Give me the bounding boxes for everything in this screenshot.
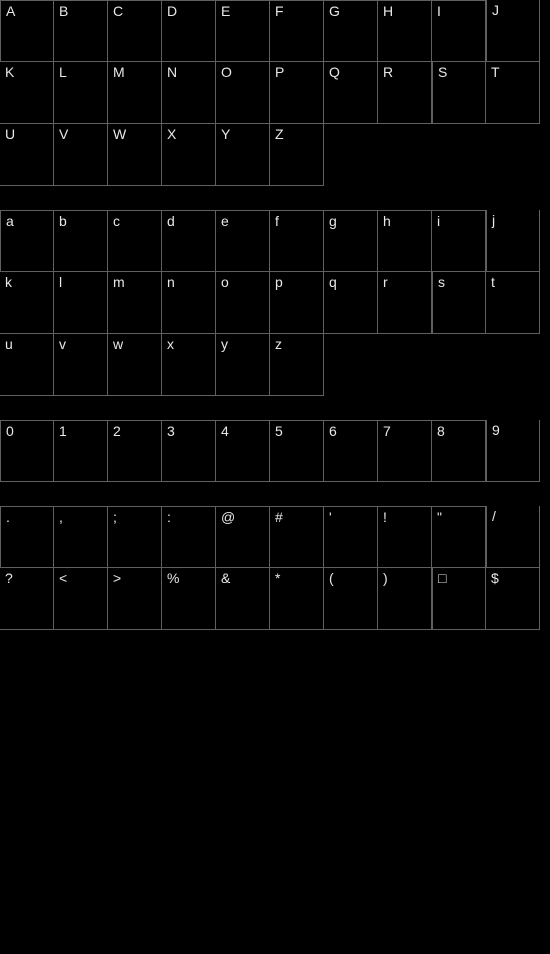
glyph-cell: G xyxy=(324,0,378,62)
glyph-cell: p xyxy=(270,272,324,334)
glyph-cell: I xyxy=(432,0,486,62)
glyph-cell: Z xyxy=(270,124,324,186)
glyph-cell: d xyxy=(162,210,216,272)
glyph-cell: u xyxy=(0,334,54,396)
section-lowercase: abcdefghij klmnopqrst uvwxyz xyxy=(0,210,550,396)
glyph-cell: 6 xyxy=(324,420,378,482)
glyph-cell: j xyxy=(486,210,540,272)
section-gap xyxy=(0,482,550,506)
glyph-cell: b xyxy=(54,210,108,272)
glyph-cell: , xyxy=(54,506,108,568)
glyph-cell: V xyxy=(54,124,108,186)
glyph-cell: * xyxy=(270,568,324,630)
glyph-cell: ( xyxy=(324,568,378,630)
glyph-cell: D xyxy=(162,0,216,62)
glyph-cell: v xyxy=(54,334,108,396)
glyph-cell: U xyxy=(0,124,54,186)
glyph-cell: q xyxy=(324,272,378,334)
glyph-cell: Y xyxy=(216,124,270,186)
glyph-cell: # xyxy=(270,506,324,568)
glyph-cell: J xyxy=(486,0,540,62)
glyph-cell: w xyxy=(108,334,162,396)
section-gap xyxy=(0,396,550,420)
glyph-cell: H xyxy=(378,0,432,62)
glyph-cell: Q xyxy=(324,62,378,124)
glyph-cell: @ xyxy=(216,506,270,568)
glyph-cell: i xyxy=(432,210,486,272)
glyph-cell: f xyxy=(270,210,324,272)
glyph-cell: 2 xyxy=(108,420,162,482)
glyph-cell: ' xyxy=(324,506,378,568)
glyph-cell: 4 xyxy=(216,420,270,482)
glyph-cell: % xyxy=(162,568,216,630)
glyph-cell: F xyxy=(270,0,324,62)
glyph-cell: h xyxy=(378,210,432,272)
glyph-cell: O xyxy=(216,62,270,124)
glyph-cell: g xyxy=(324,210,378,272)
glyph-chart: ABCDEFGHIJ KLMNOPQRST UVWXYZabcdefghij klmn… xyxy=(0,0,550,630)
glyph-cell: E xyxy=(216,0,270,62)
glyph-cell: o xyxy=(216,272,270,334)
glyph-cell: $ xyxy=(486,568,540,630)
glyph-cell: " xyxy=(432,506,486,568)
glyph-cell: l xyxy=(54,272,108,334)
section-gap xyxy=(0,186,550,210)
glyph-cell: 8 xyxy=(432,420,486,482)
glyph-cell: A xyxy=(0,0,54,62)
glyph-cell: / xyxy=(486,506,540,568)
glyph-cell: k xyxy=(0,272,54,334)
glyph-cell: 0 xyxy=(0,420,54,482)
glyph-cell: W xyxy=(108,124,162,186)
glyph-cell: < xyxy=(54,568,108,630)
section-uppercase: ABCDEFGHIJ KLMNOPQRST UVWXYZ xyxy=(0,0,550,186)
glyph-cell: □ xyxy=(432,568,486,630)
glyph-cell: ? xyxy=(0,568,54,630)
glyph-cell: y xyxy=(216,334,270,396)
glyph-cell: N xyxy=(162,62,216,124)
glyph-cell: 7 xyxy=(378,420,432,482)
glyph-cell: ; xyxy=(108,506,162,568)
glyph-cell: ) xyxy=(378,568,432,630)
glyph-cell: S xyxy=(432,62,486,124)
glyph-cell: ! xyxy=(378,506,432,568)
glyph-cell: 1 xyxy=(54,420,108,482)
glyph-cell: K xyxy=(0,62,54,124)
glyph-cell: T xyxy=(486,62,540,124)
glyph-cell: n xyxy=(162,272,216,334)
glyph-cell: M xyxy=(108,62,162,124)
glyph-cell: r xyxy=(378,272,432,334)
glyph-cell: a xyxy=(0,210,54,272)
glyph-cell: 9 xyxy=(486,420,540,482)
glyph-cell: c xyxy=(108,210,162,272)
glyph-cell: X xyxy=(162,124,216,186)
glyph-cell: C xyxy=(108,0,162,62)
glyph-cell: t xyxy=(486,272,540,334)
glyph-cell: P xyxy=(270,62,324,124)
glyph-cell: s xyxy=(432,272,486,334)
glyph-cell: B xyxy=(54,0,108,62)
section-symbols: .,;:@#'!"/?<>%&*()□$ xyxy=(0,506,550,630)
glyph-cell: 3 xyxy=(162,420,216,482)
glyph-cell: 5 xyxy=(270,420,324,482)
glyph-cell: z xyxy=(270,334,324,396)
glyph-cell: x xyxy=(162,334,216,396)
glyph-cell: : xyxy=(162,506,216,568)
glyph-cell: m xyxy=(108,272,162,334)
section-digits: 0123456789 xyxy=(0,420,550,482)
glyph-cell: > xyxy=(108,568,162,630)
glyph-cell: & xyxy=(216,568,270,630)
glyph-cell: . xyxy=(0,506,54,568)
glyph-cell: e xyxy=(216,210,270,272)
glyph-cell: L xyxy=(54,62,108,124)
glyph-cell: R xyxy=(378,62,432,124)
